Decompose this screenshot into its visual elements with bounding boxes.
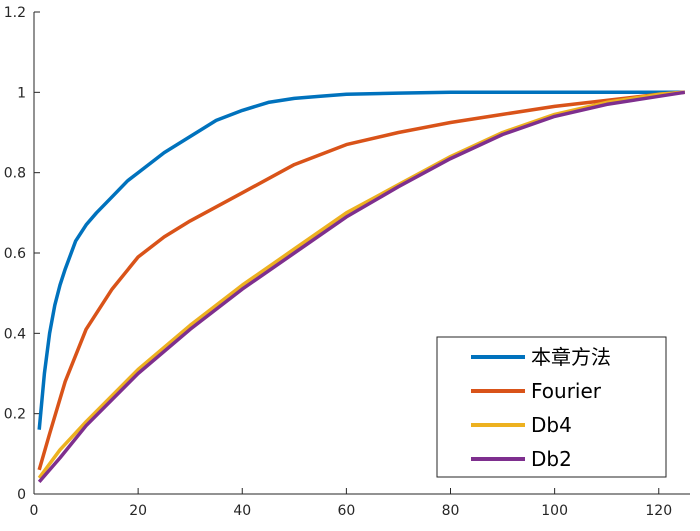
legend-box [436,336,667,478]
x-tick-label: 100 [541,503,568,519]
legend-label: 本章方法 [531,345,611,369]
x-tick-label: 80 [442,503,460,519]
y-tick-label: 0 [17,487,26,503]
y-tick-label: 0.8 [4,166,26,182]
x-tick-label: 120 [645,503,672,519]
y-tick-label: 1 [17,85,26,101]
series-line-2 [37,90,685,471]
legend-label: Db2 [531,447,572,471]
legend-label: Fourier [531,379,602,403]
x-tick-label: 20 [129,503,147,519]
axes: 0 20 40 60 80 100 120 0 0.2 0.4 0.6 0.8 1 1.2 [4,5,690,519]
x-tick-label: 40 [233,503,251,519]
legend: 本章方法 Fourier Db4 Db2 [436,336,667,478]
series-line-3 [37,90,685,479]
y-tick-label: 1.2 [4,5,26,21]
series-line-1 [37,90,685,430]
x-tick-label: 0 [30,503,39,519]
y-tick-label: 0.4 [4,326,26,342]
y-tick-label: 0.6 [4,246,26,262]
y-tick-label: 0.2 [4,407,26,423]
series-line-4 [37,90,686,484]
x-tick-label: 60 [337,503,355,519]
legend-label: Db4 [531,413,572,437]
series-lines [37,90,686,484]
